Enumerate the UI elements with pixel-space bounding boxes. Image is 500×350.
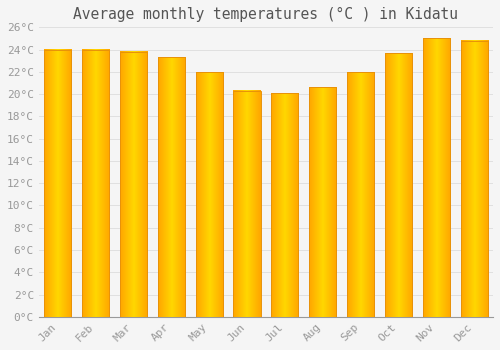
- Bar: [196, 72, 223, 317]
- Bar: [120, 52, 147, 317]
- Bar: [422, 38, 450, 317]
- Title: Average monthly temperatures (°C ) in Kidatu: Average monthly temperatures (°C ) in Ki…: [74, 7, 458, 22]
- Bar: [309, 88, 336, 317]
- Bar: [158, 57, 185, 317]
- Bar: [460, 41, 488, 317]
- Bar: [347, 72, 374, 317]
- Bar: [234, 91, 260, 317]
- Bar: [271, 93, 298, 317]
- Bar: [385, 53, 412, 317]
- Bar: [82, 50, 109, 317]
- Bar: [44, 50, 72, 317]
